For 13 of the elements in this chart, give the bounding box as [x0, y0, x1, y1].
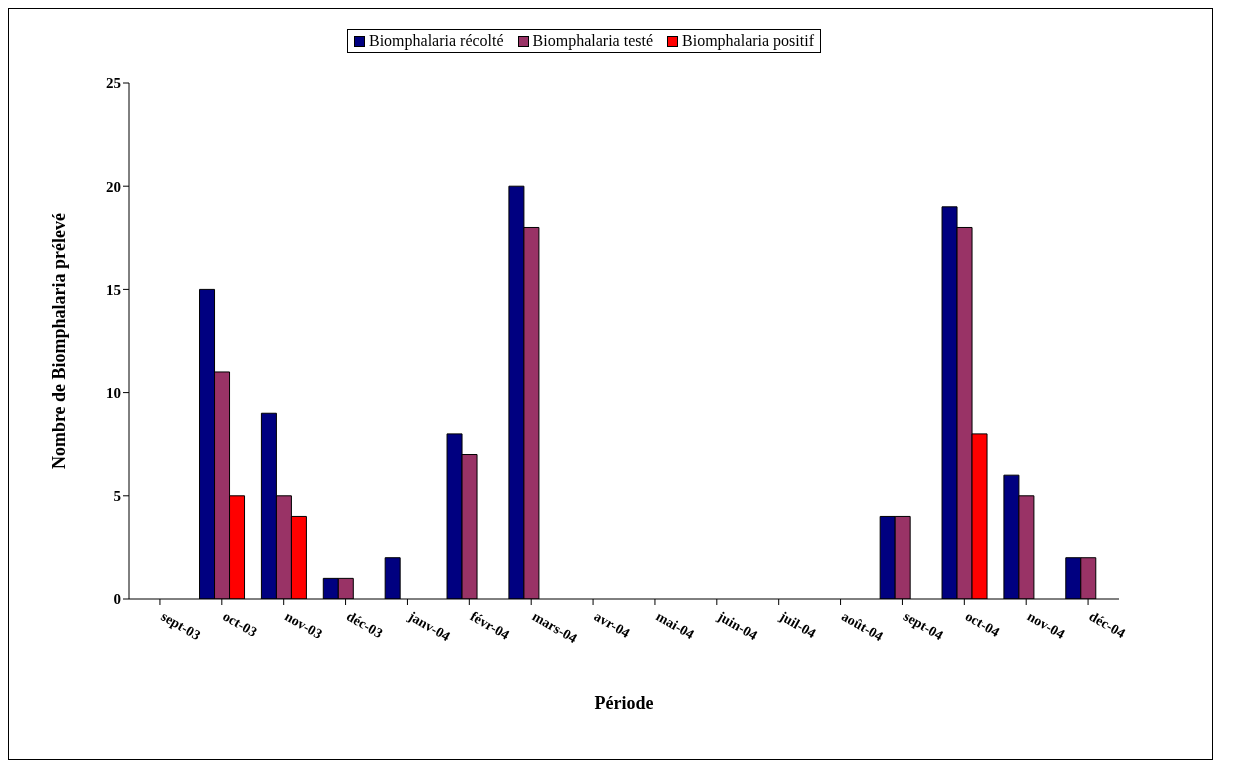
x-axis-title: Période	[594, 693, 654, 713]
y-tick-label: 5	[113, 488, 121, 505]
y-tick-label: 20	[106, 178, 121, 195]
legend-label: Biomphalaria positif	[681, 32, 814, 50]
legend-label: Biomphalaria récolté	[368, 32, 504, 50]
y-tick-label: 25	[106, 75, 121, 92]
y-tick-label: 0	[113, 591, 121, 608]
x-tick-label: oct-04	[962, 608, 1002, 640]
y-tick-label: 15	[106, 281, 121, 298]
y-tick-label: 10	[106, 384, 121, 401]
y-axis-title: Nombre de Biomphalaria prélevé	[49, 212, 70, 470]
x-tick-label: oct-03	[220, 608, 260, 640]
legend-label: Biomphalaria testé	[531, 32, 654, 50]
